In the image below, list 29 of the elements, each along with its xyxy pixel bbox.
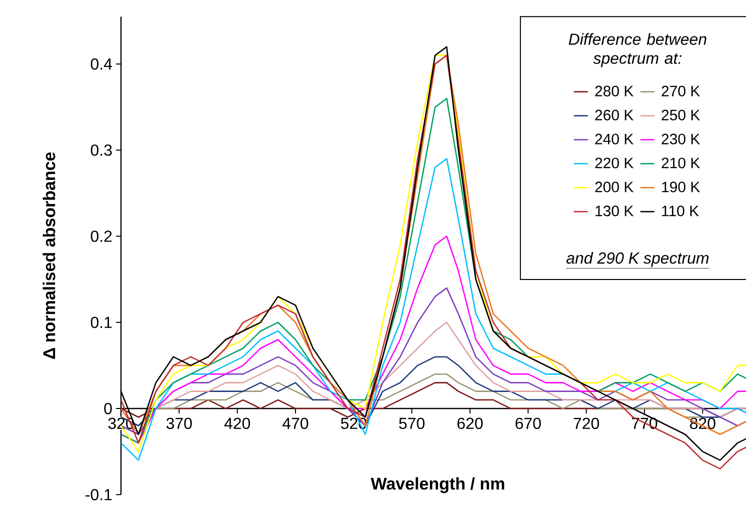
legend-label: 270 K — [662, 86, 700, 96]
x-tick-label: 720 — [574, 418, 600, 430]
legend-label: 230 K — [662, 134, 700, 144]
y-tick-label: 0 — [104, 402, 112, 414]
legend-label: 200 K — [595, 182, 634, 192]
legend-label: 210 K — [662, 158, 700, 168]
legend-label: 250 K — [662, 110, 700, 120]
x-axis-title: Wavelength / nm — [370, 477, 504, 494]
y-tick-label: 0.3 — [90, 144, 112, 156]
x-tick-label: 470 — [282, 418, 308, 430]
legend-title: Difference between spectrum at: — [568, 33, 706, 68]
x-tick-label: 570 — [399, 418, 425, 430]
x-tick-label: 670 — [516, 418, 541, 430]
y-axis-title: Δ normalised absorbance — [42, 152, 56, 359]
y-tick-label: -0.1 — [86, 488, 112, 500]
y-tick-label: 0.1 — [90, 316, 112, 328]
legend-label: 240 K — [595, 134, 634, 144]
legend-label: 190 K — [662, 182, 700, 192]
y-tick-label: 0.4 — [90, 58, 112, 70]
annotation: and 290 K spectrum — [566, 252, 709, 267]
x-tick-label: 420 — [224, 418, 250, 430]
legend-label: 280 K — [595, 86, 634, 96]
legend-label: 220 K — [595, 158, 634, 168]
legend-label: 260 K — [595, 110, 634, 120]
x-tick-label: 620 — [457, 418, 483, 430]
x-tick-label: 370 — [166, 418, 192, 430]
y-tick-label: 0.2 — [90, 230, 112, 242]
legend-label: 130 K — [596, 206, 634, 216]
legend-label: 110 K — [662, 206, 699, 216]
